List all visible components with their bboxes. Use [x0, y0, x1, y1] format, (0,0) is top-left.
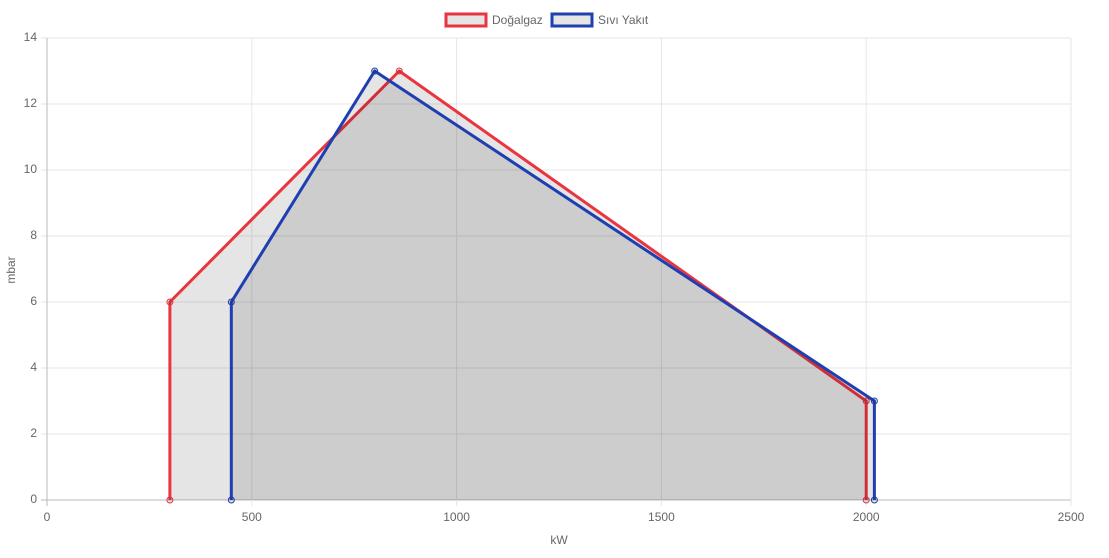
legend-item: Sıvı Yakıt — [550, 12, 649, 28]
y-tick-label: 2 — [30, 426, 37, 440]
data-point — [166, 298, 174, 306]
legend-item: Doğalgaz — [444, 12, 543, 28]
series-area — [231, 71, 875, 500]
series-line — [168, 69, 868, 500]
y-tick-label: 0 — [30, 492, 37, 506]
x-axis-label: kW — [550, 533, 568, 547]
data-point — [870, 397, 878, 405]
series-line — [229, 69, 876, 500]
legend-swatch — [550, 12, 594, 28]
legend-swatch — [444, 12, 488, 28]
y-tick-label: 14 — [24, 30, 38, 44]
data-point — [371, 67, 379, 75]
y-tick-label: 12 — [24, 96, 38, 110]
y-tick-label: 4 — [30, 360, 37, 374]
x-tick-label: 1500 — [648, 510, 675, 524]
data-point — [395, 67, 403, 75]
y-tick-label: 10 — [24, 162, 38, 176]
data-point — [166, 496, 174, 504]
x-tick-label: 500 — [242, 510, 262, 524]
x-tick-label: 0 — [44, 510, 51, 524]
data-point — [227, 496, 235, 504]
data-point — [870, 496, 878, 504]
x-tick-label: 1000 — [443, 510, 470, 524]
data-point — [862, 496, 870, 504]
data-point — [862, 397, 870, 405]
x-tick-label: 2000 — [853, 510, 880, 524]
x-tick-label: 2500 — [1058, 510, 1085, 524]
legend-label: Sıvı Yakıt — [598, 13, 649, 27]
y-tick-label: 8 — [30, 228, 37, 242]
legend-label: Doğalgaz — [492, 13, 543, 27]
y-axis-label: mbar — [4, 256, 18, 283]
data-point — [227, 298, 235, 306]
y-tick-label: 6 — [30, 294, 37, 308]
series-area — [169, 71, 867, 500]
